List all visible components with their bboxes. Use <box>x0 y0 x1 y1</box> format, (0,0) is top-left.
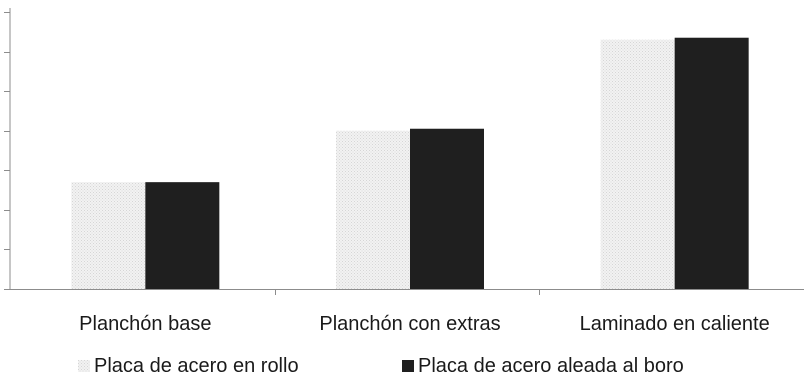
legend-swatch-0 <box>78 360 90 372</box>
legend-label-1: Placa de acero aleada al boro <box>418 355 684 377</box>
legend-label-0: Placa de acero en rollo <box>94 355 299 377</box>
bar-boro-1 <box>410 128 484 289</box>
bar-boro-0 <box>145 182 220 289</box>
x-tick-label: Laminado en caliente <box>580 313 770 335</box>
bar-rollo-1 <box>336 130 410 289</box>
bar-boro-2 <box>674 37 749 289</box>
legend-swatch-1 <box>402 360 414 372</box>
x-tick-label: Planchón base <box>79 313 211 335</box>
x-tick-label: Planchón con extras <box>319 313 500 335</box>
bar-rollo-2 <box>600 39 675 290</box>
bar-rollo-0 <box>71 182 146 289</box>
